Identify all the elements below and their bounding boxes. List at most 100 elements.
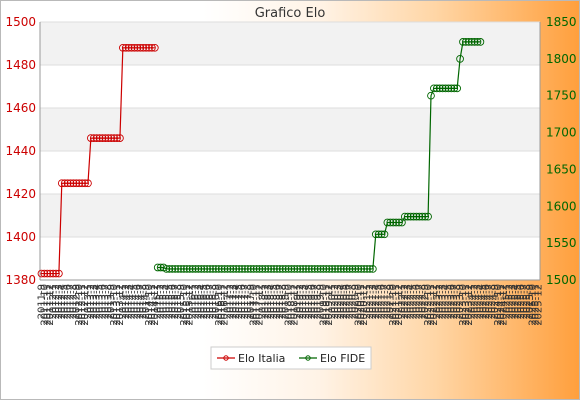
x-tick-label: 2025-5 xyxy=(513,284,524,319)
legend-marker-elo-italia xyxy=(223,355,229,361)
data-point-elo-italia xyxy=(92,134,101,142)
data-point-elo-fide xyxy=(212,265,220,273)
y-axis-left-ticks: 1380 1400 1420 1440 1460 1480 1500 xyxy=(5,15,36,287)
data-point-elo-italia xyxy=(46,269,55,278)
x-tick-label: 2018-12 xyxy=(289,284,300,326)
legend-marker-elo-fide xyxy=(305,355,311,361)
data-point-elo-fide xyxy=(447,84,456,93)
data-point-elo-fide xyxy=(299,265,307,273)
x-tick-label: 2013-8 xyxy=(103,284,114,319)
x-tick-label: 2025-6 xyxy=(516,284,527,319)
x-tick-label: 2023-10 xyxy=(458,284,469,326)
data-point-elo-italia xyxy=(37,269,46,278)
x-tick-label: 2017-10 xyxy=(249,284,260,326)
data-point-elo-italia xyxy=(95,134,104,142)
data-point-elo-fide xyxy=(342,265,351,273)
x-tick-label: 2013-1 xyxy=(83,284,94,319)
data-point-elo-italia xyxy=(84,179,92,188)
data-point-elo-fide xyxy=(470,38,479,46)
x-tick-label: 2016-3 xyxy=(193,284,204,319)
data-point-elo-fide xyxy=(223,265,232,273)
x-tick-label: 2015-10 xyxy=(179,284,190,326)
x-tick-label: 2016-4 xyxy=(196,284,207,319)
data-point-elo-fide xyxy=(316,265,325,273)
x-tick-label: 2011-12 xyxy=(45,284,56,326)
x-tick-label: 2025-3 xyxy=(507,284,518,319)
data-point-elo-fide xyxy=(334,265,342,273)
x-tick-label: 2020-10 xyxy=(353,284,364,326)
data-point-elo-italia xyxy=(52,269,60,278)
x-tick-label: 2012-10 xyxy=(74,284,85,326)
data-point-elo-fide xyxy=(278,265,287,273)
data-point-elo-fide xyxy=(464,38,473,46)
data-point-elo-fide xyxy=(438,84,447,93)
x-tick-label: 2018-2 xyxy=(260,284,271,319)
x-tick-label: 2018-8 xyxy=(278,284,289,319)
data-point-elo-fide xyxy=(185,265,194,273)
data-point-elo-fide xyxy=(302,265,310,273)
data-point-elo-italia xyxy=(121,43,130,52)
x-tick-label: 2017-5 xyxy=(234,284,245,319)
x-tick-label: 2025-10 xyxy=(528,284,539,326)
plot-background xyxy=(40,22,540,280)
x-tick-label: 2025-4 xyxy=(510,284,521,319)
x-tick-label: 2012-7 xyxy=(66,284,77,319)
x-tick-label: 2018-1 xyxy=(257,284,268,319)
x-tick-label: 2015-1 xyxy=(153,284,164,319)
data-point-elo-fide xyxy=(226,265,235,273)
data-point-elo-fide xyxy=(400,212,409,221)
x-tick-label: 2020-8 xyxy=(348,284,359,319)
x-tick-label: 2014-2 xyxy=(121,284,132,319)
x-tick-label: 2023-9 xyxy=(455,284,466,319)
x-tick-label: 2013-9 xyxy=(106,284,117,319)
series-layer xyxy=(37,38,485,278)
x-tick-label: 2025-9 xyxy=(525,284,536,319)
x-tick-label: 2017-9 xyxy=(246,284,257,319)
data-point-elo-italia xyxy=(116,134,124,142)
x-tick-label: 2025-12 xyxy=(534,284,545,326)
y-left-tick-label: 1440 xyxy=(5,144,36,158)
x-tick-label: 2023-8 xyxy=(452,284,463,319)
x-tick-label: 2021-8 xyxy=(382,284,393,319)
y-right-tick-label: 1750 xyxy=(546,89,577,103)
x-tick-label: 2017-7 xyxy=(240,284,251,319)
data-point-elo-italia xyxy=(133,43,142,52)
x-tick-label: 2021-4 xyxy=(371,284,382,319)
x-tick-label: 2024-7 xyxy=(484,284,495,319)
x-tick-label: 2012-11 xyxy=(77,284,88,326)
data-point-elo-fide xyxy=(444,84,453,93)
x-tick-label: 2025-7 xyxy=(519,284,530,319)
x-tick-label: 2011-11 xyxy=(42,284,53,326)
data-point-elo-fide xyxy=(354,265,363,273)
x-tick-label: 2013-11 xyxy=(112,284,123,326)
x-tick-label: 2021-2 xyxy=(365,284,376,319)
data-point-elo-italia xyxy=(148,43,156,52)
y-right-tick-label: 1600 xyxy=(546,199,577,213)
data-point-elo-fide xyxy=(287,265,296,273)
data-point-elo-fide xyxy=(270,265,278,273)
data-point-elo-fide xyxy=(392,218,400,227)
y-right-tick-label: 1500 xyxy=(546,273,577,287)
x-tick-label: 2024-10 xyxy=(493,284,504,326)
data-point-elo-fide xyxy=(307,265,316,273)
data-point-elo-fide xyxy=(406,212,415,221)
legend-label-elo-italia: Elo Italia xyxy=(238,352,285,365)
data-point-elo-italia xyxy=(136,43,145,52)
x-tick-label: 2019-6 xyxy=(307,284,318,319)
x-tick-label: 2012-1 xyxy=(48,284,59,319)
x-tick-label: 2022-6 xyxy=(411,284,422,319)
data-point-elo-fide xyxy=(395,218,403,227)
data-point-elo-fide xyxy=(241,265,249,273)
data-point-elo-fide xyxy=(339,265,348,273)
data-point-elo-fide xyxy=(252,265,261,273)
data-point-elo-fide xyxy=(235,265,243,273)
x-tick-label: 2020-6 xyxy=(342,284,353,319)
plot-band xyxy=(40,65,540,108)
data-point-elo-italia xyxy=(87,134,95,142)
x-tick-label: 2013-6 xyxy=(98,284,109,319)
x-tick-label: 2016-10 xyxy=(214,284,225,326)
x-tick-label: 2013-12 xyxy=(115,284,126,326)
data-point-elo-italia xyxy=(107,134,116,142)
data-point-elo-italia xyxy=(89,134,98,142)
data-point-elo-italia xyxy=(101,134,110,142)
